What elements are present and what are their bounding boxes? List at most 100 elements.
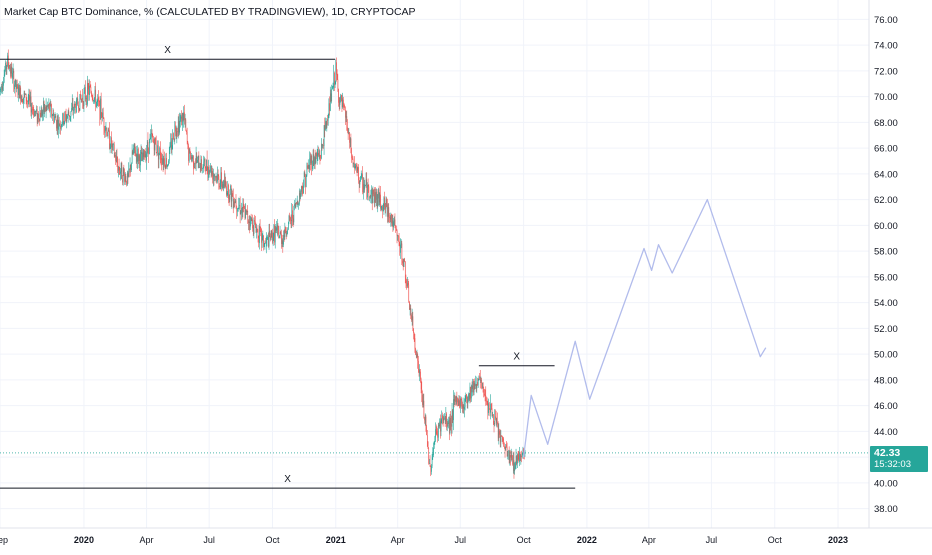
- current-price-tag: 42.33 15:32:03: [870, 446, 928, 472]
- time-tick-label: Apr: [642, 535, 656, 545]
- candle-body: [45, 107, 46, 111]
- candle-body: [93, 98, 94, 101]
- candle-body: [378, 189, 379, 198]
- candle-body: [408, 283, 409, 284]
- candle-body: [193, 156, 194, 167]
- candle-body: [251, 217, 252, 221]
- candle-body: [233, 197, 234, 208]
- candle-body: [265, 243, 266, 244]
- candle-body: [373, 190, 374, 203]
- candle-body: [197, 156, 198, 162]
- candle-body: [189, 149, 190, 161]
- candle-body: [144, 150, 145, 157]
- candle-body: [380, 195, 381, 209]
- candle-body: [309, 165, 310, 169]
- candle-body: [465, 396, 466, 407]
- candle-body: [217, 174, 218, 181]
- candle-body: [409, 302, 410, 310]
- candle-body: [407, 283, 408, 286]
- candle-body: [416, 355, 417, 357]
- annotation-label: X: [164, 45, 171, 56]
- candle-body: [415, 338, 416, 349]
- candle-body: [468, 394, 469, 400]
- candle-body: [153, 139, 154, 142]
- candle-body: [113, 144, 114, 145]
- candle-body: [396, 229, 397, 231]
- candle-body: [351, 153, 352, 158]
- candle-body: [67, 118, 68, 121]
- candle-body: [516, 456, 517, 464]
- candle-body: [257, 229, 258, 230]
- candle-body: [172, 145, 173, 149]
- candle-body: [389, 207, 390, 217]
- candle-body: [150, 134, 151, 138]
- candle-body: [32, 109, 33, 110]
- candle-body: [82, 98, 83, 100]
- candle-body: [366, 179, 367, 184]
- candle-body: [135, 150, 136, 156]
- candle-body: [320, 158, 321, 159]
- candle-body: [234, 201, 235, 207]
- candle-body: [156, 144, 157, 152]
- price-tick-label: 48.00: [874, 375, 898, 386]
- candle-body: [283, 235, 284, 245]
- candle-body: [313, 154, 314, 166]
- candle-body: [282, 240, 283, 243]
- candle-body: [415, 349, 416, 355]
- candle-body: [12, 73, 13, 78]
- candle-body: [508, 452, 509, 453]
- candle-body: [10, 68, 11, 73]
- time-tick-label: 2021: [326, 535, 346, 545]
- candle-body: [217, 176, 218, 181]
- candle-body: [109, 131, 110, 149]
- candle-body: [466, 394, 467, 396]
- candle-body: [3, 82, 4, 86]
- candle-body: [22, 102, 23, 103]
- candle-body: [78, 105, 79, 108]
- candle-body: [238, 208, 239, 209]
- candle-body: [181, 117, 182, 126]
- candle-body: [254, 220, 255, 234]
- candle-body: [402, 261, 403, 264]
- candle-body: [472, 381, 473, 389]
- candle-body: [379, 189, 380, 202]
- candle-body: [496, 418, 497, 422]
- candle-body: [371, 189, 372, 194]
- time-axis: Sep2020AprJulOct2021AprJulOct2022AprJulO…: [0, 535, 848, 545]
- candle-body: [212, 171, 213, 175]
- candle-body: [483, 388, 484, 394]
- candle-body: [290, 218, 291, 220]
- candle-body: [497, 422, 498, 423]
- candle-body: [286, 233, 287, 234]
- candle-body: [127, 173, 128, 185]
- candle-body: [305, 173, 306, 177]
- candle-body: [489, 403, 490, 409]
- candle-body: [18, 85, 19, 95]
- candle-body: [89, 89, 90, 95]
- candle-body: [411, 315, 412, 320]
- candle-body: [227, 193, 228, 195]
- candle-body: [95, 90, 96, 98]
- candle-body: [184, 112, 185, 120]
- candle-body: [128, 169, 129, 177]
- candle-body: [90, 86, 91, 87]
- candle-body: [406, 283, 407, 286]
- time-tick-label: 2022: [577, 535, 597, 545]
- candle-body: [232, 193, 233, 197]
- candle-body: [139, 155, 140, 165]
- candle-body: [24, 93, 25, 98]
- candle-body: [319, 155, 320, 156]
- price-tick-label: 44.00: [874, 427, 898, 438]
- candle-body: [4, 75, 5, 83]
- candle-body: [231, 186, 232, 202]
- candle-body: [206, 168, 207, 171]
- candle-body: [500, 435, 501, 442]
- candle-body: [149, 139, 150, 154]
- time-tick-label: Jul: [706, 535, 718, 545]
- candle-body: [170, 145, 171, 149]
- candle-body: [49, 103, 50, 111]
- candle-body: [499, 431, 500, 439]
- candle-body: [401, 243, 402, 244]
